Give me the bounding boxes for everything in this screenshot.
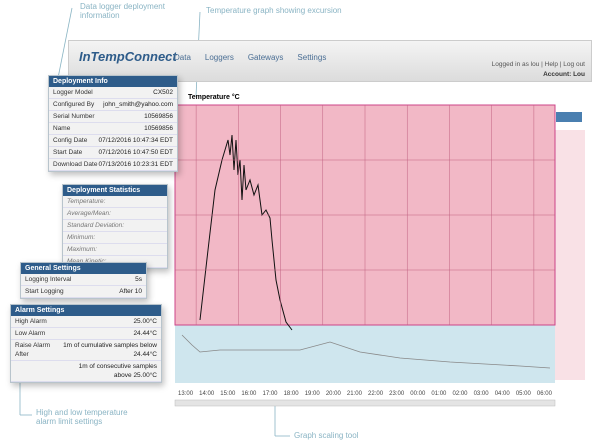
field-label: Name — [53, 125, 71, 132]
panel-row: Maximum: — [63, 244, 167, 256]
panel-row: Standard Deviation: — [63, 220, 167, 232]
account: Account: Lou — [543, 71, 585, 78]
panel-row: Serial Number 10569856 — [49, 111, 177, 123]
panel-row: Raise Alarm After 1m of cumulative sample… — [11, 340, 161, 361]
panel-title: Deployment Info — [49, 76, 177, 87]
field-label: Maximum: — [67, 246, 97, 253]
statistics-panel: Deployment Statistics Temperature: Average… — [62, 184, 168, 269]
field-label: High Alarm — [15, 318, 47, 325]
menu: Data Loggers Gateways Settings — [174, 53, 326, 62]
menu-item[interactable]: Settings — [297, 53, 327, 62]
general-settings-panel: General Settings Logging Interval 5s Start … — [20, 262, 147, 299]
panel-title: General Settings — [21, 263, 146, 274]
time-label: 17:00 — [262, 391, 278, 397]
panel-row: Average/Mean: — [63, 208, 167, 220]
panel-row: Temperature: — [63, 196, 167, 208]
menu-item[interactable]: Gateways — [247, 53, 284, 62]
logo[interactable]: InTempConnect — [79, 49, 177, 64]
time-label: 16:00 — [241, 391, 257, 397]
graph-tab[interactable] — [556, 112, 582, 122]
menu-item[interactable]: Data — [174, 53, 191, 62]
deployment-panel: Deployment Info Logger Model CX502 Configur… — [48, 75, 178, 172]
time-label: 22:00 — [368, 391, 384, 397]
time-label: 21:00 — [347, 391, 363, 397]
panel-row: Logging Interval 5s — [21, 274, 146, 286]
panel-row: 1m of consecutive samples above 25.00°C — [11, 361, 161, 382]
login-info: Logged in as lou | Help | Log out — [491, 61, 585, 68]
panel-row: Config Date 07/12/2016 10:47:34 EDT — [49, 135, 177, 147]
time-label: 01:00 — [431, 391, 447, 397]
field-value: 10569856 — [144, 125, 173, 132]
time-label: 23:00 — [389, 391, 405, 397]
time-label: 06:00 — [537, 391, 553, 397]
time-label: 00:00 — [410, 391, 426, 397]
field-value: 1m of cumulative samples below 24.44°C — [63, 342, 157, 358]
field-label: Mean Kinetic: — [67, 257, 106, 266]
field-value: john_smith@yahoo.com — [103, 101, 173, 108]
time-label: 05:00 — [516, 391, 532, 397]
field-value: 1m of consecutive samples above 25.00°C — [78, 363, 157, 379]
callout-text: Temperature graph showing excursion — [206, 6, 342, 15]
field-label: Temperature: — [67, 198, 106, 205]
time-label: 20:00 — [326, 391, 342, 397]
time-label: 18:00 — [284, 391, 300, 397]
callout-text: Graph scaling tool — [294, 431, 359, 440]
alarm-settings-panel: Alarm Settings High Alarm 25.00°C Low Alarm… — [10, 304, 162, 383]
panel-row: High Alarm 25.00°C — [11, 316, 161, 328]
field-value: 10569856 — [144, 113, 173, 120]
time-label: 15:00 — [220, 391, 236, 397]
time-label: 19:00 — [305, 391, 321, 397]
field-value: After 10 — [119, 288, 142, 295]
callout-text: High and low temperature alarm limit set… — [36, 408, 128, 426]
time-label: 02:00 — [452, 391, 468, 397]
field-value: 07/12/2016 10:47:34 EDT — [98, 137, 173, 144]
field-value: 24.44°C — [133, 330, 157, 337]
callout-text: Data logger deployment information — [80, 2, 165, 20]
panel-row: Low Alarm 24.44°C — [11, 328, 161, 340]
field-value: 07/12/2016 10:47:50 EDT — [98, 149, 173, 156]
graph-title: Temperature °C — [188, 94, 240, 101]
panel-row: Start Date 07/12/2016 10:47:50 EDT — [49, 147, 177, 159]
panel-row: Configured By john_smith@yahoo.com — [49, 99, 177, 111]
field-label: Standard Deviation: — [67, 222, 125, 229]
menu-item[interactable]: Loggers — [204, 53, 234, 62]
field-label: Low Alarm — [15, 330, 46, 337]
time-label: 14:00 — [199, 391, 215, 397]
panel-row: Download Date 07/13/2016 10:23:31 EDT — [49, 159, 177, 171]
field-label: Start Logging — [25, 288, 64, 295]
field-label: Config Date — [53, 137, 88, 144]
field-value: CX502 — [153, 89, 173, 96]
field-label: Minimum: — [67, 234, 96, 241]
panel-row: Start Logging After 10 — [21, 286, 146, 298]
time-label: 13:00 — [178, 391, 194, 397]
panel-row: Logger Model CX502 — [49, 87, 177, 99]
panel-row: Minimum: — [63, 232, 167, 244]
time-label: 03:00 — [474, 391, 490, 397]
field-label: Configured By — [53, 101, 95, 108]
field-label: Serial Number — [53, 113, 95, 120]
panel-row: Name 10569856 — [49, 123, 177, 135]
field-label: Average/Mean: — [67, 210, 111, 217]
field-label: Raise Alarm After — [15, 342, 51, 358]
time-label: 04:00 — [495, 391, 511, 397]
panel-title: Deployment Statistics — [63, 185, 167, 196]
field-label: Logger Model — [53, 89, 93, 96]
field-value: 25.00°C — [133, 318, 157, 325]
field-label: Start Date — [53, 149, 83, 156]
field-label: Download Date — [53, 161, 98, 168]
field-value: 5s — [135, 276, 142, 283]
field-label: Logging Interval — [25, 276, 72, 283]
field-value: 07/13/2016 10:23:31 EDT — [98, 161, 173, 168]
panel-title: Alarm Settings — [11, 305, 161, 316]
